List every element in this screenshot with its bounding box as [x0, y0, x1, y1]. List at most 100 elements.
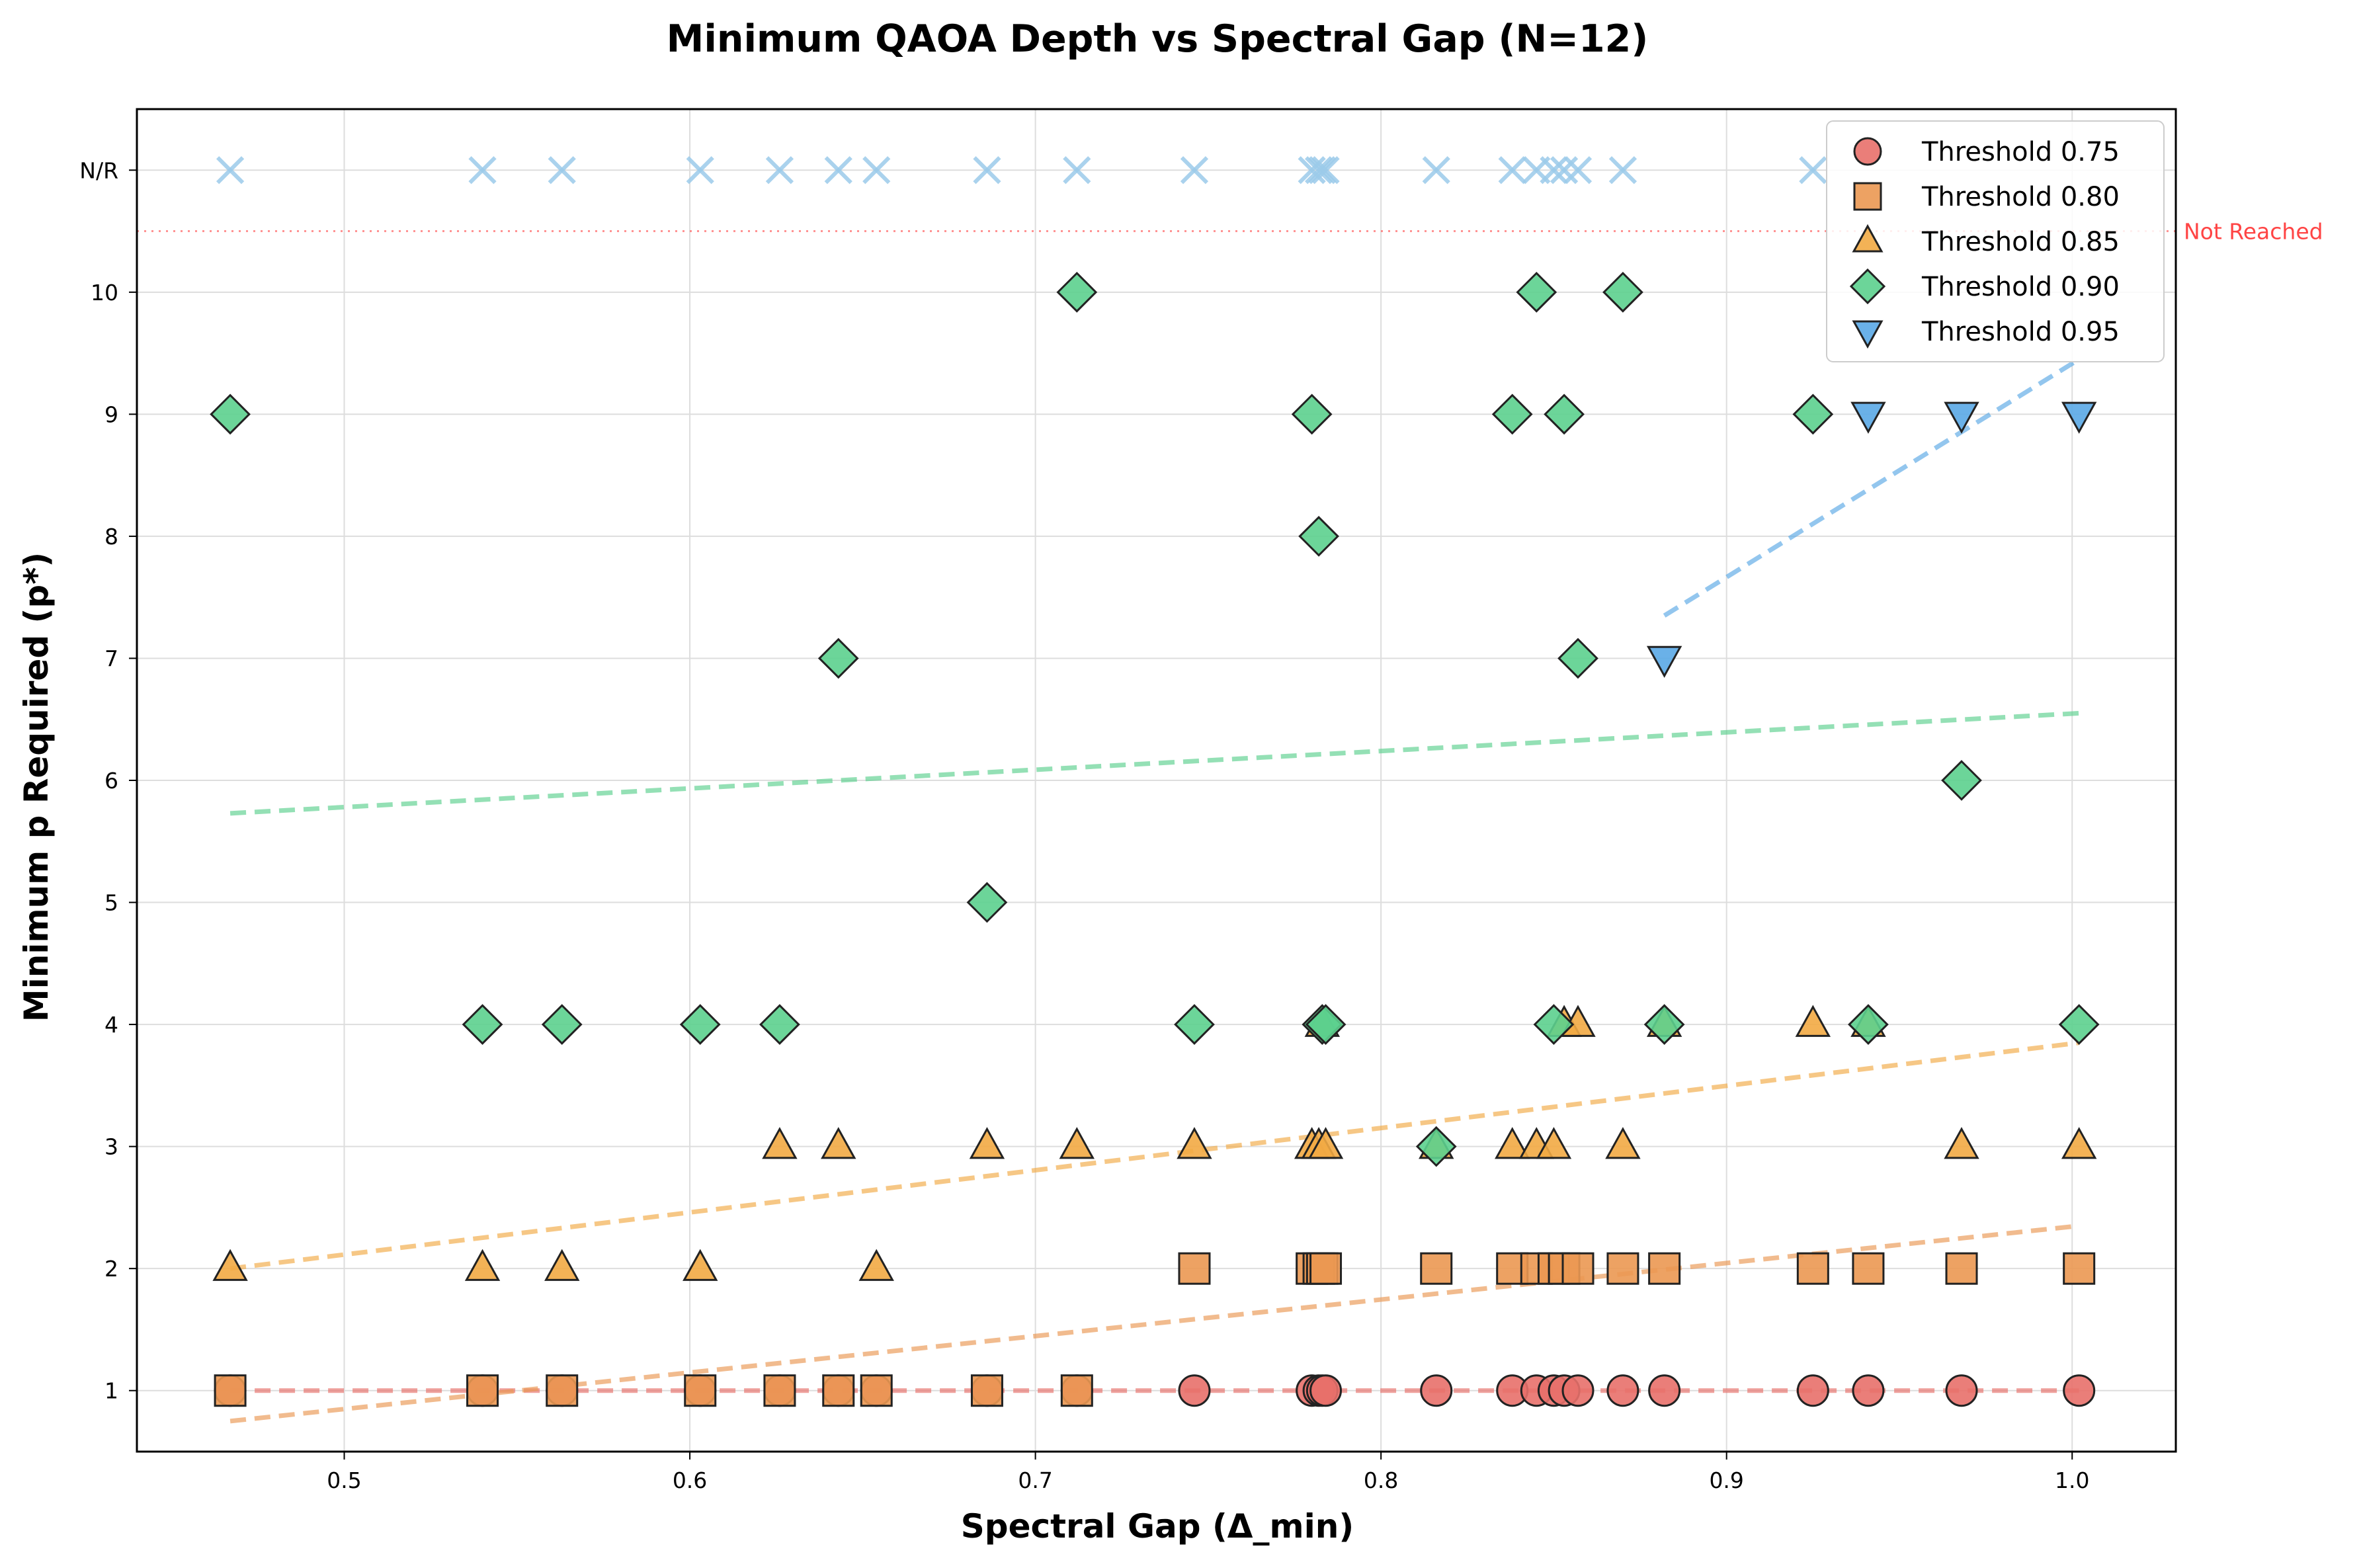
not-reached-marker-stroke	[1298, 156, 1326, 185]
not-reached-marker-stroke	[1799, 156, 1827, 185]
x-tick-label: 0.9	[1709, 1467, 1743, 1493]
data-point	[2058, 1004, 2100, 1045]
data-point	[1495, 1127, 1530, 1159]
not-reached-marker-stroke	[1311, 156, 1340, 185]
not-reached-marker-stroke	[1550, 156, 1579, 185]
data-point	[1561, 1374, 1595, 1407]
not-reached-marker	[1563, 156, 1593, 185]
not-reached-marker-stroke	[862, 156, 891, 185]
data-point	[817, 638, 859, 679]
not-reached-marker-stroke	[468, 156, 497, 185]
not-reached-marker-stroke	[1422, 156, 1450, 185]
data-point	[1602, 271, 1643, 313]
data-point	[212, 1249, 248, 1281]
y-tick-label: 6	[104, 768, 118, 794]
data-point	[1605, 1127, 1641, 1159]
y-tick-label: 8	[104, 524, 118, 550]
data-point	[2063, 1252, 2096, 1285]
data-point	[1536, 1127, 1572, 1159]
not-reached-marker	[1540, 156, 1568, 185]
data-point	[1420, 1252, 1453, 1285]
not-reached-label: Not Reached	[2184, 219, 2323, 245]
y-tick-label: 10	[91, 280, 118, 306]
data-point	[1852, 1252, 1885, 1285]
not-reached-marker	[1063, 156, 1091, 185]
legend-marker	[1849, 268, 1886, 305]
y-tick-label: 1	[104, 1378, 118, 1404]
data-point	[1643, 1004, 1685, 1045]
data-point	[1941, 760, 1982, 801]
trend-line	[1663, 357, 2081, 618]
data-point	[1945, 1252, 1978, 1285]
legend-marker	[1853, 137, 1882, 166]
x-tick-label: 1.0	[2055, 1467, 2089, 1493]
data-point	[1796, 1252, 1829, 1285]
trend-line	[229, 1223, 2080, 1424]
data-point	[822, 1374, 855, 1407]
not-reached-marker-stroke	[973, 156, 1001, 185]
data-point	[763, 1374, 796, 1407]
not-reached-marker	[1180, 156, 1209, 185]
trend-line	[229, 711, 2079, 816]
data-point	[1177, 1127, 1212, 1159]
x-tick-label: 0.5	[327, 1467, 361, 1493]
data-point	[1646, 645, 1682, 679]
not-reached-marker	[765, 156, 794, 185]
y-tick-label: 5	[104, 890, 118, 916]
not-reached-marker	[1304, 156, 1333, 185]
x-tick-label: 0.6	[673, 1467, 707, 1493]
data-point	[1305, 1004, 1346, 1045]
data-point	[821, 1127, 856, 1159]
not-reached-marker-stroke	[1498, 156, 1526, 185]
data-point	[966, 882, 1008, 923]
not-reached-marker	[862, 156, 891, 185]
not-reached-marker	[216, 156, 245, 185]
data-point	[464, 1249, 501, 1281]
data-point	[1792, 393, 1834, 435]
data-point	[1796, 1374, 1829, 1407]
data-point	[2061, 401, 2097, 434]
not-reached-marker-stroke	[1308, 156, 1337, 185]
not-reached-marker	[973, 156, 1001, 185]
data-point	[1420, 1374, 1453, 1407]
not-reached-marker-stroke	[1304, 156, 1333, 185]
not-reached-line-group: Not Reached	[137, 219, 2323, 245]
y-axis-label: Minimum p Required (p*)	[17, 552, 56, 1022]
data-point	[1945, 1374, 1978, 1407]
not-reached-marker	[686, 156, 714, 185]
legend-label: Threshold 0.95	[1921, 317, 2120, 347]
legend-marker	[1852, 224, 1884, 253]
data-point	[1557, 638, 1598, 679]
x-tick-label: 0.8	[1364, 1467, 1398, 1493]
data-point	[1415, 1126, 1457, 1167]
trend-lines	[229, 357, 2081, 1424]
y-tick-label: 2	[104, 1256, 118, 1282]
series-2-points	[214, 1252, 2096, 1407]
data-point	[1307, 1127, 1344, 1159]
x-axis-label: Spectral Gap (Δ_min)	[961, 1507, 1354, 1546]
data-point	[858, 1249, 894, 1281]
data-point	[546, 1374, 579, 1407]
not-reached-marker-stroke	[548, 156, 576, 185]
legend-box	[1826, 120, 2165, 362]
y-tick-label: 4	[104, 1012, 118, 1038]
data-point	[1648, 1374, 1681, 1407]
series-4-points	[210, 271, 2100, 1167]
data-point	[1491, 393, 1533, 435]
legend-label: Threshold 0.80	[1921, 182, 2120, 212]
not-reached-marker-stroke	[824, 156, 852, 185]
legend-label: Threshold 0.75	[1921, 137, 2120, 167]
data-point	[759, 1004, 800, 1045]
y-tick-label: N/R	[79, 157, 118, 183]
data-point	[684, 1374, 717, 1407]
data-point	[1944, 1127, 1979, 1159]
data-point	[466, 1374, 499, 1407]
not-reached-marker-stroke	[1063, 156, 1091, 185]
legend-label: Threshold 0.85	[1921, 227, 2120, 257]
not-reached-marker	[468, 156, 497, 185]
data-point	[1795, 1005, 1831, 1037]
legend-marker	[1853, 182, 1882, 211]
data-point	[1059, 1127, 1095, 1159]
not-reached-marker	[1608, 156, 1637, 185]
data-point	[1309, 1374, 1343, 1407]
